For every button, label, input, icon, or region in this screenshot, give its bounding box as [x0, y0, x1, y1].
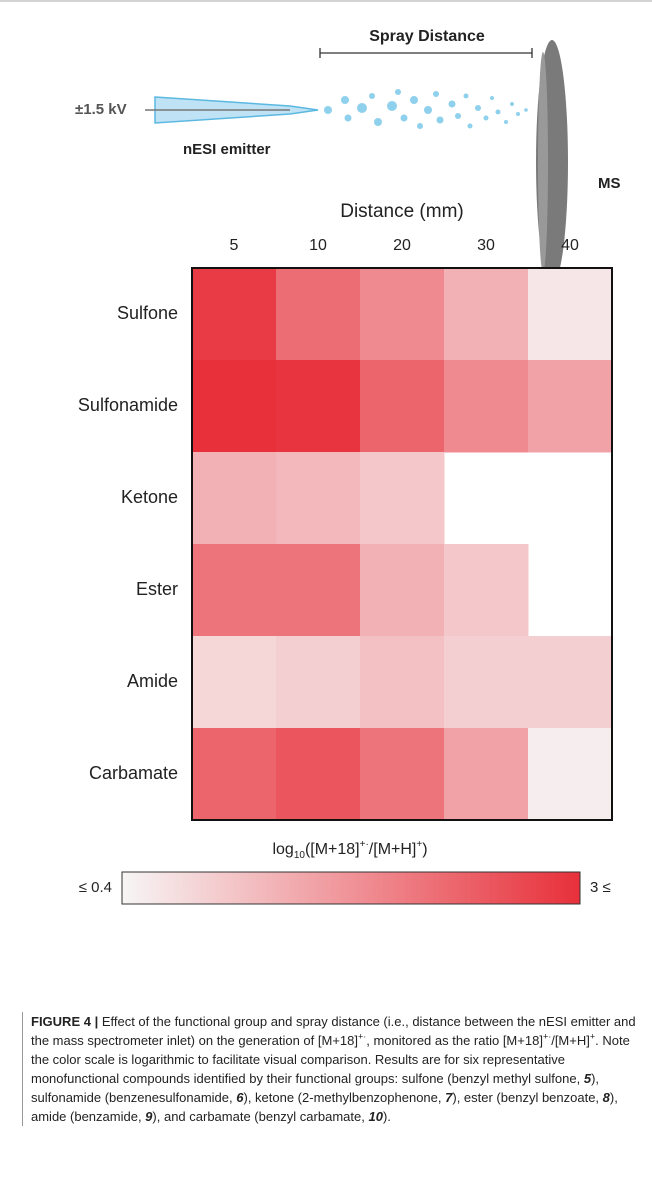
heatmap-cell [192, 360, 277, 453]
caption-text: 10 [368, 1109, 382, 1124]
heatmap-cell [528, 636, 613, 729]
droplet [357, 103, 367, 113]
y-tick-label: Carbamate [89, 763, 178, 783]
x-tick-label: 5 [230, 237, 239, 254]
colorbar-title-part: log [272, 841, 293, 858]
caption-label: FIGURE 4 | [31, 1014, 98, 1029]
droplet [341, 96, 349, 104]
heatmap-cell [444, 636, 529, 729]
droplet [437, 117, 444, 124]
droplet [496, 110, 501, 115]
heatmap-cell [444, 544, 529, 637]
x-tick-label: 30 [477, 237, 495, 254]
droplet [345, 115, 352, 122]
heatmap-cell [276, 636, 361, 729]
heatmap-cell [360, 544, 445, 637]
droplet [504, 120, 508, 124]
caption-text: 8 [603, 1090, 610, 1105]
ms-label: MS [598, 175, 621, 192]
droplet [395, 89, 401, 95]
heatmap-cell [360, 360, 445, 453]
droplet [510, 102, 514, 106]
y-tick-label: Sulfonamide [78, 395, 178, 415]
droplet [410, 96, 418, 104]
droplet [475, 105, 481, 111]
colorbar-title-part: ) [422, 841, 427, 858]
heatmap-cell [528, 268, 613, 361]
droplet [374, 118, 382, 126]
heatmap-cell [192, 728, 277, 821]
droplet [401, 115, 408, 122]
y-tick-label: Ester [136, 579, 178, 599]
caption-text: ), ester (benzyl benzoate, [452, 1090, 602, 1105]
x-tick-label: 10 [309, 237, 327, 254]
droplet [484, 116, 489, 121]
droplet [524, 108, 528, 112]
droplet [516, 112, 520, 116]
heatmap-cell [528, 360, 613, 453]
colorbar-title-part: ([M+18] [305, 841, 360, 858]
colorbar [122, 872, 580, 904]
y-tick-label: Amide [127, 671, 178, 691]
droplet [449, 101, 456, 108]
colorbar-title-part: /[M+H] [369, 841, 417, 858]
caption-text: , monitored as the ratio [M+18] [366, 1033, 543, 1048]
caption-text: ), ketone (2-methylbenzophenone, [243, 1090, 445, 1105]
droplet [417, 123, 423, 129]
heatmap-cell [276, 544, 361, 637]
heatmap [192, 268, 613, 821]
droplet [433, 91, 439, 97]
droplet [464, 94, 469, 99]
droplet [387, 101, 397, 111]
spray-label: Spray Distance [369, 28, 485, 45]
droplet [369, 93, 375, 99]
caption-text: +· [358, 1032, 366, 1042]
voltage-label: ±1.5 kV [75, 101, 127, 118]
heatmap-cell [360, 452, 445, 545]
heatmap-cell [444, 728, 529, 821]
heatmap-cell [192, 268, 277, 361]
heatmap-cell [276, 452, 361, 545]
figure: Spray Distance ±1.5 kV nESI emitter MS D… [0, 0, 652, 1010]
heatmap-cell [276, 728, 361, 821]
y-tick-label: Ketone [121, 487, 178, 507]
x-tick-label: 20 [393, 237, 411, 254]
heatmap-cell [360, 268, 445, 361]
caption-text: ), and carbamate (benzyl carbamate, [152, 1109, 368, 1124]
heatmap-cell [276, 360, 361, 453]
caption-text: ). [383, 1109, 391, 1124]
colorbar-tick-label: 3 ≤ [590, 879, 611, 896]
heatmap-cell [360, 728, 445, 821]
ms-inlet-face [538, 52, 548, 272]
heatmap-cell [444, 268, 529, 361]
droplet [490, 96, 494, 100]
colorbar-title-part: +· [360, 839, 369, 850]
droplet [455, 113, 461, 119]
caption: FIGURE 4 | Effect of the functional grou… [22, 1012, 643, 1126]
emitter-label: nESI emitter [183, 141, 271, 158]
heatmap-cell [276, 268, 361, 361]
heatmap-cell [528, 728, 613, 821]
droplet [468, 124, 473, 129]
heatmap-cell [360, 636, 445, 729]
caption-text: 5 [584, 1071, 591, 1086]
y-tick-label: Sulfone [117, 303, 178, 323]
x-axis-title: Distance (mm) [340, 201, 464, 222]
droplets [324, 89, 528, 129]
x-tick-label: 40 [561, 237, 579, 254]
spray-bracket [320, 48, 532, 58]
colorbar-title: log10([M+18]+·/[M+H]+) [272, 839, 427, 861]
heatmap-cell [192, 636, 277, 729]
heatmap-cell [444, 360, 529, 453]
heatmap-cell [192, 452, 277, 545]
colorbar-title-part: 10 [294, 850, 306, 861]
caption-text: /[M+H] [551, 1033, 590, 1048]
colorbar-tick-label: ≤ 0.4 [79, 879, 112, 896]
heatmap-cell [192, 544, 277, 637]
droplet [424, 106, 432, 114]
caption-text: +· [543, 1032, 551, 1042]
page: Spray Distance ±1.5 kV nESI emitter MS D… [0, 0, 652, 1178]
droplet [324, 106, 332, 114]
